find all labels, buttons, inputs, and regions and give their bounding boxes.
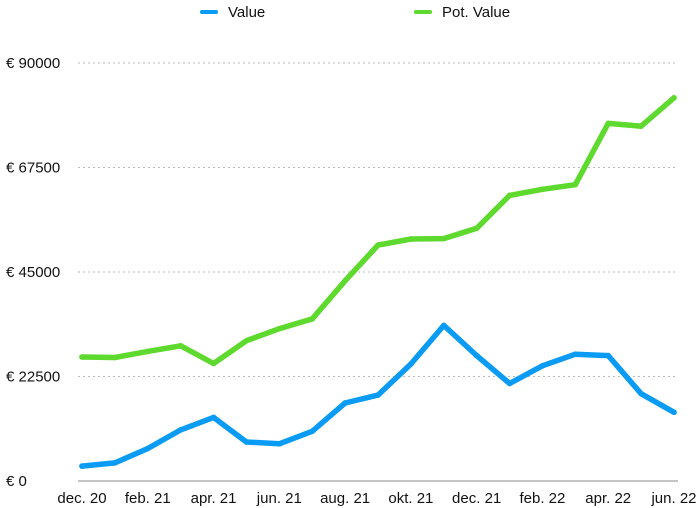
x-tick-label: feb. 22 <box>520 490 566 507</box>
x-axis: dec. 20 feb. 21 apr. 21 jun. 21 aug. 21 okt. … <box>57 490 696 507</box>
data-point <box>210 360 217 367</box>
data-point <box>79 463 85 469</box>
legend-label: Value <box>228 4 265 21</box>
y-tick-label: € 67500 <box>6 160 60 177</box>
data-point <box>177 343 184 349</box>
data-point <box>506 192 513 199</box>
data-point <box>638 390 644 397</box>
data-point <box>210 414 217 421</box>
grid <box>78 62 678 482</box>
data-point <box>473 352 480 359</box>
series-layer <box>79 95 677 469</box>
data-point <box>276 325 283 332</box>
data-point <box>375 392 381 398</box>
x-tick-label: apr. 22 <box>585 490 631 507</box>
data-point <box>342 278 348 284</box>
y-axis: € 0 € 22500 € 45000 € 67500 € 90000 <box>6 55 60 490</box>
y-tick-label: € 45000 <box>6 264 60 281</box>
data-point <box>473 225 480 232</box>
data-point <box>539 363 546 369</box>
x-tick-label: aug. 21 <box>320 490 370 507</box>
x-tick-label: feb. 21 <box>125 490 171 507</box>
data-point <box>572 351 579 358</box>
x-tick-label: okt. 21 <box>388 490 433 507</box>
data-point <box>605 120 612 127</box>
data-point <box>309 428 316 435</box>
y-tick-label: € 90000 <box>6 55 60 72</box>
data-point <box>440 235 447 242</box>
legend: Value Pot. Value <box>200 4 510 21</box>
data-point <box>572 181 579 188</box>
data-point <box>638 123 644 129</box>
data-point <box>79 354 85 360</box>
data-point <box>177 427 184 433</box>
y-tick-label: € 0 <box>6 473 27 490</box>
data-point <box>671 409 677 416</box>
data-point <box>276 441 283 447</box>
data-point <box>112 460 118 466</box>
x-tick-label: jun. 22 <box>650 490 696 507</box>
data-point <box>144 348 151 355</box>
data-point <box>506 380 513 387</box>
data-point <box>243 337 250 344</box>
y-tick-label: € 22500 <box>6 369 60 386</box>
data-point <box>408 361 414 367</box>
x-tick-label: jun. 21 <box>256 490 302 507</box>
data-point <box>144 445 151 452</box>
data-point <box>342 400 348 406</box>
legend-label: Pot. Value <box>442 4 510 21</box>
data-point <box>539 186 546 193</box>
data-point <box>671 95 677 101</box>
x-tick-label: apr. 21 <box>191 490 237 507</box>
data-point <box>309 316 316 322</box>
x-tick-label: dec. 20 <box>57 490 106 507</box>
data-point <box>408 236 414 242</box>
series-line-pot-value <box>79 95 677 367</box>
data-point <box>440 322 447 329</box>
x-tick-label: dec. 21 <box>452 490 501 507</box>
data-point <box>243 439 250 445</box>
data-point <box>112 354 118 361</box>
data-point <box>605 352 612 359</box>
data-point <box>375 242 381 248</box>
